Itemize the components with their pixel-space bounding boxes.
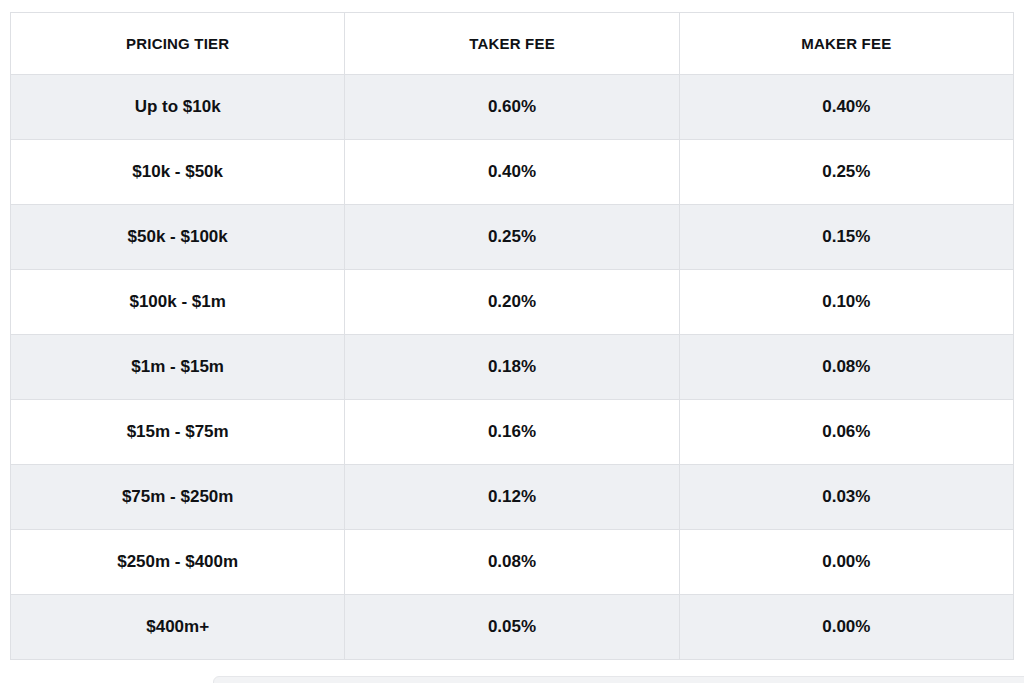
- fee-table-header: PRICING TIER TAKER FEE MAKER FEE: [11, 13, 1014, 75]
- table-row: Up to $10k 0.60% 0.40%: [11, 75, 1014, 140]
- tier-cell: $250m - $400m: [11, 530, 345, 595]
- tier-cell: $15m - $75m: [11, 400, 345, 465]
- maker-fee-cell: 0.08%: [679, 335, 1013, 400]
- taker-fee-cell: 0.12%: [345, 465, 679, 530]
- fee-table-body: Up to $10k 0.60% 0.40% $10k - $50k 0.40%…: [11, 75, 1014, 660]
- maker-fee-cell: 0.00%: [679, 595, 1013, 660]
- tier-cell: $75m - $250m: [11, 465, 345, 530]
- taker-fee-cell: 0.18%: [345, 335, 679, 400]
- tier-cell: $400m+: [11, 595, 345, 660]
- maker-fee-cell: 0.40%: [679, 75, 1013, 140]
- tier-cell: $10k - $50k: [11, 140, 345, 205]
- clipped-bottom-element: [213, 676, 1024, 683]
- fee-schedule-table-container: PRICING TIER TAKER FEE MAKER FEE Up to $…: [10, 12, 1014, 660]
- table-row: $10k - $50k 0.40% 0.25%: [11, 140, 1014, 205]
- fee-schedule-table: PRICING TIER TAKER FEE MAKER FEE Up to $…: [10, 12, 1014, 660]
- tier-cell: $1m - $15m: [11, 335, 345, 400]
- tier-cell: $50k - $100k: [11, 205, 345, 270]
- taker-fee-cell: 0.08%: [345, 530, 679, 595]
- table-row: $75m - $250m 0.12% 0.03%: [11, 465, 1014, 530]
- taker-fee-cell: 0.40%: [345, 140, 679, 205]
- taker-fee-cell: 0.05%: [345, 595, 679, 660]
- column-header-pricing-tier: PRICING TIER: [11, 13, 345, 75]
- taker-fee-cell: 0.20%: [345, 270, 679, 335]
- table-row: $1m - $15m 0.18% 0.08%: [11, 335, 1014, 400]
- tier-cell: Up to $10k: [11, 75, 345, 140]
- column-header-taker-fee: TAKER FEE: [345, 13, 679, 75]
- table-row: $100k - $1m 0.20% 0.10%: [11, 270, 1014, 335]
- table-row: $15m - $75m 0.16% 0.06%: [11, 400, 1014, 465]
- table-row: $250m - $400m 0.08% 0.00%: [11, 530, 1014, 595]
- taker-fee-cell: 0.60%: [345, 75, 679, 140]
- tier-cell: $100k - $1m: [11, 270, 345, 335]
- header-row: PRICING TIER TAKER FEE MAKER FEE: [11, 13, 1014, 75]
- maker-fee-cell: 0.06%: [679, 400, 1013, 465]
- maker-fee-cell: 0.15%: [679, 205, 1013, 270]
- taker-fee-cell: 0.16%: [345, 400, 679, 465]
- maker-fee-cell: 0.03%: [679, 465, 1013, 530]
- maker-fee-cell: 0.00%: [679, 530, 1013, 595]
- table-row: $50k - $100k 0.25% 0.15%: [11, 205, 1014, 270]
- taker-fee-cell: 0.25%: [345, 205, 679, 270]
- maker-fee-cell: 0.25%: [679, 140, 1013, 205]
- table-row: $400m+ 0.05% 0.00%: [11, 595, 1014, 660]
- column-header-maker-fee: MAKER FEE: [679, 13, 1013, 75]
- maker-fee-cell: 0.10%: [679, 270, 1013, 335]
